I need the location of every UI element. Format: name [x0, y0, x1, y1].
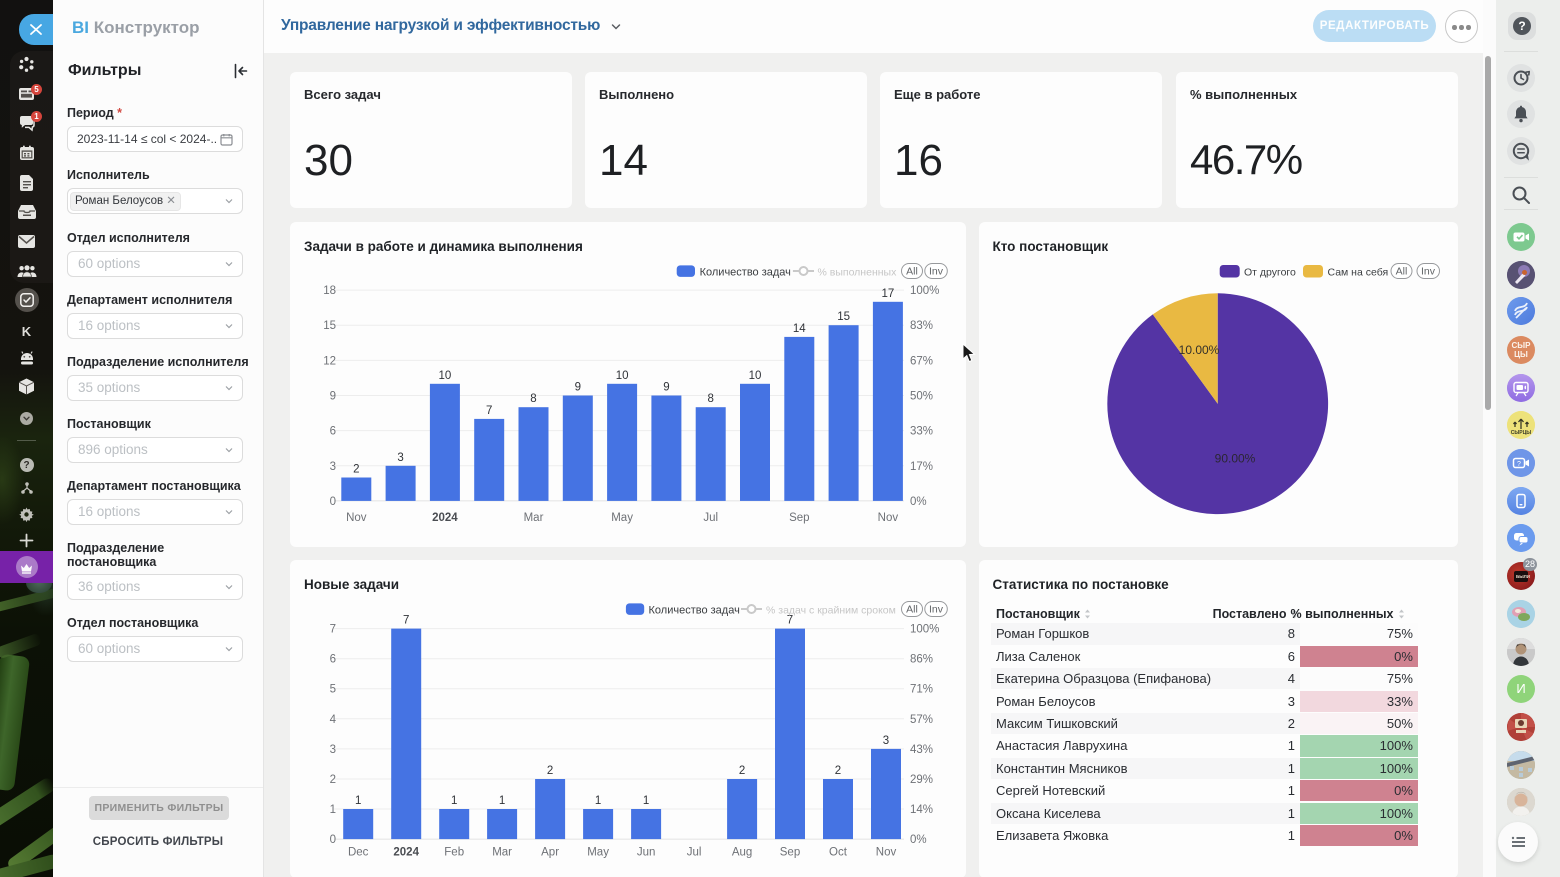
svg-text:All: All — [1395, 265, 1407, 277]
svg-text:Oct: Oct — [829, 846, 848, 858]
svg-text:3: 3 — [883, 734, 889, 746]
svg-text:1: 1 — [330, 804, 336, 816]
svg-text:3: 3 — [330, 743, 336, 755]
svg-text:9: 9 — [330, 390, 336, 402]
svg-text:2: 2 — [835, 765, 841, 777]
svg-text:7: 7 — [787, 614, 793, 626]
svg-text:Apr: Apr — [541, 846, 559, 858]
svg-text:9: 9 — [663, 381, 669, 393]
svg-text:14: 14 — [793, 322, 806, 334]
svg-text:2024: 2024 — [393, 846, 419, 858]
svg-text:Количество задач: Количество задач — [700, 266, 791, 278]
svg-text:100%: 100% — [910, 623, 939, 635]
svg-text:2: 2 — [547, 765, 553, 777]
svg-text:Jun: Jun — [637, 846, 656, 858]
svg-text:Feb: Feb — [444, 846, 464, 858]
svg-text:17%: 17% — [910, 460, 933, 472]
svg-text:67%: 67% — [910, 355, 933, 367]
svg-text:4: 4 — [330, 713, 337, 725]
svg-text:83%: 83% — [910, 320, 933, 332]
svg-text:15: 15 — [837, 311, 850, 323]
svg-text:10.00%: 10.00% — [1178, 343, 1219, 357]
svg-text:2: 2 — [353, 463, 359, 475]
svg-text:9: 9 — [575, 381, 581, 393]
svg-text:1: 1 — [595, 795, 601, 807]
svg-text:Inv: Inv — [929, 603, 944, 615]
svg-text:Nov: Nov — [878, 512, 899, 524]
svg-text:8: 8 — [707, 393, 713, 405]
svg-text:Количество задач: Количество задач — [649, 604, 740, 616]
svg-text:29%: 29% — [910, 774, 933, 786]
svg-text:Mar: Mar — [524, 512, 544, 524]
svg-text:86%: 86% — [910, 653, 933, 665]
svg-text:Dec: Dec — [348, 846, 369, 858]
svg-text:7: 7 — [486, 404, 492, 416]
svg-text:50%: 50% — [910, 390, 933, 402]
svg-text:57%: 57% — [910, 713, 933, 725]
svg-text:Nov: Nov — [876, 846, 897, 858]
svg-text:7: 7 — [403, 614, 409, 626]
svg-text:May: May — [587, 846, 609, 858]
svg-text:Сам на себя: Сам на себя — [1327, 266, 1388, 278]
svg-text:Jul: Jul — [687, 846, 702, 858]
svg-text:2024: 2024 — [432, 512, 458, 524]
svg-text:3: 3 — [330, 460, 336, 472]
svg-text:Aug: Aug — [732, 846, 752, 858]
svg-text:2: 2 — [330, 774, 336, 786]
svg-text:17: 17 — [882, 287, 895, 299]
svg-text:10: 10 — [616, 369, 629, 381]
svg-text:18: 18 — [323, 285, 336, 297]
svg-text:Jul: Jul — [703, 512, 718, 524]
svg-text:Nov: Nov — [346, 512, 367, 524]
svg-text:0%: 0% — [910, 495, 927, 507]
svg-text:?: ? — [1517, 461, 1521, 468]
svg-text:33%: 33% — [910, 425, 933, 437]
svg-text:6: 6 — [330, 425, 336, 437]
svg-text:Mar: Mar — [492, 846, 512, 858]
svg-text:90.00%: 90.00% — [1214, 451, 1255, 465]
svg-text:15: 15 — [323, 320, 336, 332]
svg-text:5: 5 — [330, 683, 336, 695]
svg-text:Inv: Inv — [1420, 265, 1435, 277]
svg-text:1: 1 — [643, 795, 649, 807]
svg-text:2: 2 — [739, 765, 745, 777]
svg-text:0%: 0% — [910, 834, 927, 846]
svg-text:10: 10 — [439, 369, 452, 381]
svg-text:3: 3 — [397, 451, 403, 463]
svg-text:% выполненных: % выполненных — [818, 266, 898, 278]
svg-text:0: 0 — [330, 495, 336, 507]
svg-text:All: All — [906, 265, 918, 277]
svg-text:14%: 14% — [910, 804, 933, 816]
svg-text:1: 1 — [451, 795, 457, 807]
svg-text:1: 1 — [355, 795, 361, 807]
svg-text:7: 7 — [330, 623, 336, 635]
svg-text:100%: 100% — [910, 285, 939, 297]
svg-text:6: 6 — [330, 653, 336, 665]
svg-text:От другого: От другого — [1244, 266, 1296, 278]
svg-text:1: 1 — [499, 795, 505, 807]
svg-text:Sep: Sep — [789, 512, 809, 524]
svg-text:0: 0 — [330, 834, 336, 846]
svg-text:12: 12 — [323, 355, 336, 367]
svg-text:43%: 43% — [910, 743, 933, 755]
svg-text:8: 8 — [530, 393, 536, 405]
svg-text:All: All — [906, 603, 918, 615]
svg-text:СЫРЦЫ: СЫРЦЫ — [1511, 430, 1531, 436]
svg-text:Sep: Sep — [780, 846, 800, 858]
svg-text:Inv: Inv — [929, 265, 944, 277]
svg-text:May: May — [611, 512, 633, 524]
svg-text:71%: 71% — [910, 683, 933, 695]
svg-text:10: 10 — [749, 369, 762, 381]
svg-text:% задач с крайним сроком: % задач с крайним сроком — [766, 604, 896, 616]
